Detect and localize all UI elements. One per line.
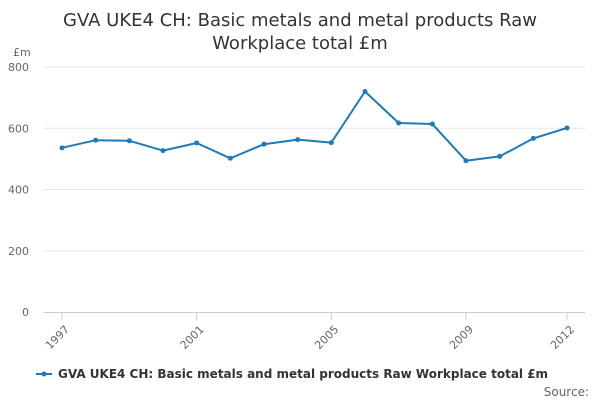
source-label: Source: — [544, 385, 589, 399]
x-tick-label: 2012 — [548, 323, 577, 352]
y-tick-label: 0 — [22, 306, 29, 319]
x-tick-label: 2001 — [178, 323, 207, 352]
y-tick-label: 800 — [8, 61, 29, 74]
data-point[interactable] — [160, 148, 166, 154]
chart-title-line-2: Workplace total £m — [212, 33, 388, 54]
data-point[interactable] — [328, 140, 334, 146]
legend-point-marker — [41, 371, 47, 377]
chart-title: GVA UKE4 CH: Basic metals and metal prod… — [63, 10, 537, 54]
y-tick-label: 600 — [8, 122, 29, 135]
data-point[interactable] — [126, 138, 132, 144]
data-point[interactable] — [429, 121, 435, 127]
legend-label: GVA UKE4 CH: Basic metals and metal prod… — [58, 367, 548, 381]
data-point[interactable] — [227, 155, 233, 161]
y-tick-label: 400 — [8, 184, 29, 197]
data-point[interactable] — [530, 135, 536, 141]
series-layer — [59, 89, 570, 164]
chart-title-line-1: GVA UKE4 CH: Basic metals and metal prod… — [63, 10, 537, 31]
series-line — [61, 90, 568, 162]
data-point[interactable] — [59, 145, 65, 151]
gridlines — [44, 66, 585, 252]
y-tick-label: 200 — [8, 245, 29, 258]
y-axis-ticks: 0 200 400 600 800 — [8, 61, 29, 319]
x-tick-label: 2005 — [312, 323, 341, 352]
data-point[interactable] — [564, 125, 570, 131]
x-tick-label: 2009 — [447, 323, 476, 352]
data-point[interactable] — [93, 137, 99, 143]
data-point[interactable] — [497, 153, 503, 159]
data-point[interactable] — [261, 141, 267, 147]
data-point[interactable] — [463, 158, 469, 164]
data-point[interactable] — [295, 137, 301, 143]
data-point[interactable] — [396, 120, 402, 126]
data-point[interactable] — [362, 89, 368, 94]
legend[interactable]: GVA UKE4 CH: Basic metals and metal prod… — [36, 367, 548, 381]
x-axis: 1997 2001 2005 2009 2012 — [43, 312, 585, 352]
data-point[interactable] — [194, 140, 200, 146]
x-tick-label: 1997 — [43, 323, 72, 352]
y-axis-unit: £m — [13, 46, 31, 59]
